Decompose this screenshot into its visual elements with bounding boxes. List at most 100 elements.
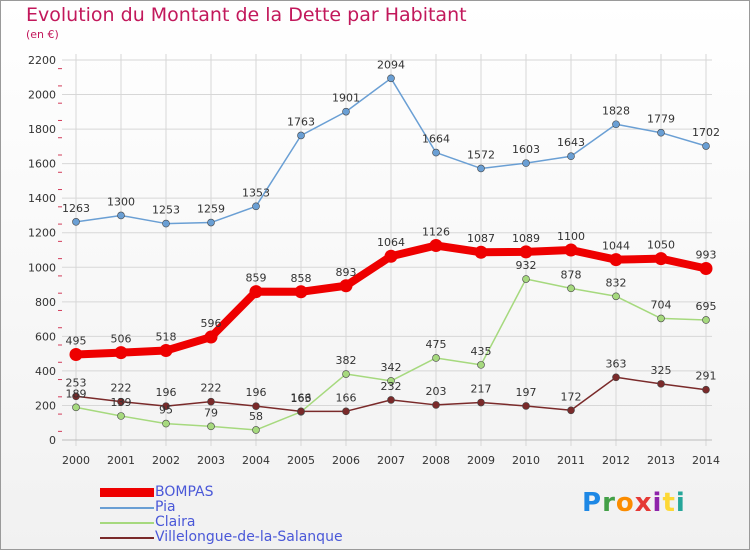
x-tick-label: 2008 [422, 454, 450, 467]
data-label-pia: 1253 [152, 204, 180, 217]
x-tick-label: 2001 [107, 454, 135, 467]
data-point-villelongue [612, 373, 620, 382]
data-label-villelongue: 222 [201, 382, 222, 395]
data-label-pia: 2094 [377, 58, 405, 71]
x-tick-label: 2011 [557, 454, 585, 467]
logo-letter: x [634, 488, 653, 518]
y-tick-label: 200 [35, 399, 56, 412]
data-label-pia: 1263 [62, 202, 90, 215]
legend-label-villelongue: Villelongue-de-la-Salanque [155, 529, 343, 545]
data-label-pia: 1603 [512, 143, 540, 156]
data-point-claira [72, 403, 80, 412]
data-point-villelongue [72, 392, 80, 401]
chart-subtitle: (en €) [26, 28, 59, 41]
legend-swatch-claira [100, 522, 154, 524]
chart-title: Evolution du Montant de la Dette par Hab… [26, 4, 467, 26]
data-point-claira [387, 377, 395, 385]
y-tick-label: 0 [49, 434, 56, 447]
y-tick-label: 1200 [28, 227, 56, 240]
data-label-claira: 139 [111, 396, 132, 409]
y-tick-label: 2200 [28, 54, 56, 67]
x-tick-label: 2013 [647, 454, 675, 467]
data-point-villelongue [522, 402, 530, 410]
y-tick-label: 600 [35, 330, 56, 343]
data-label-pia: 1828 [602, 104, 630, 117]
legend-swatch-villelongue [100, 537, 154, 539]
x-tick-label: 2009 [467, 454, 495, 467]
x-tick-label: 2007 [377, 454, 405, 467]
data-label-bompas: 1087 [467, 232, 495, 245]
data-point-bompas [474, 245, 488, 259]
data-point-bompas [114, 346, 128, 360]
data-point-villelongue [702, 385, 710, 394]
data-point-claira [432, 354, 440, 362]
legend-label-pia: Pia [155, 499, 176, 515]
data-point-villelongue [162, 402, 170, 410]
data-label-claira: 435 [471, 345, 492, 358]
data-point-claira [522, 275, 530, 283]
data-label-villelongue: 253 [66, 376, 87, 389]
data-point-claira [342, 370, 350, 378]
data-label-pia: 1763 [287, 115, 315, 128]
data-point-claira [477, 361, 485, 369]
data-point-pia [522, 159, 530, 167]
logo-letter: i [652, 488, 663, 518]
data-label-villelongue: 217 [471, 383, 492, 396]
data-point-villelongue [477, 398, 485, 407]
data-label-pia: 1259 [197, 203, 225, 216]
data-label-bompas: 1050 [647, 239, 675, 252]
data-point-villelongue [342, 407, 350, 416]
x-tick-label: 2012 [602, 454, 630, 467]
data-label-villelongue: 196 [246, 386, 267, 399]
data-label-bompas: 1044 [602, 240, 630, 253]
data-point-bompas [609, 253, 623, 267]
logo-letter: t [662, 488, 676, 518]
data-label-pia: 1901 [332, 92, 360, 105]
data-point-bompas [519, 245, 533, 259]
data-label-bompas: 893 [336, 266, 357, 279]
x-tick-label: 2006 [332, 454, 360, 467]
data-label-bompas: 1064 [377, 236, 405, 249]
data-label-claira: 932 [516, 259, 537, 272]
x-tick-label: 2000 [62, 454, 90, 467]
data-label-villelongue: 166 [336, 391, 357, 404]
legend-swatch-pia [100, 507, 154, 509]
data-point-bompas [384, 249, 398, 263]
data-label-claira: 475 [426, 338, 447, 351]
data-label-villelongue: 172 [561, 390, 582, 403]
data-label-claira: 342 [381, 361, 402, 374]
data-point-bompas [699, 261, 713, 275]
data-point-villelongue [432, 401, 440, 409]
data-point-pia [207, 218, 215, 227]
logo-letter: P [582, 488, 603, 518]
data-label-bompas: 1100 [557, 230, 585, 243]
y-tick-label: 2000 [28, 89, 56, 102]
data-point-pia [387, 74, 395, 83]
data-label-pia: 1353 [242, 186, 270, 199]
data-point-bompas [159, 344, 173, 358]
data-point-pia [477, 164, 485, 173]
x-tick-label: 2014 [692, 454, 720, 467]
data-point-claira [702, 316, 710, 324]
data-label-villelongue: 166 [291, 391, 312, 404]
data-point-pia [297, 131, 305, 140]
data-label-villelongue: 196 [156, 386, 177, 399]
data-label-pia: 1300 [107, 195, 135, 208]
data-label-bompas: 596 [201, 317, 222, 330]
data-label-claira: 163 [291, 392, 312, 405]
data-point-bompas [249, 285, 263, 299]
data-label-bompas: 858 [291, 272, 312, 285]
x-tick-label: 2005 [287, 454, 315, 467]
data-label-bompas: 859 [246, 272, 267, 285]
data-label-bompas: 518 [156, 331, 177, 344]
logo-letter: i [675, 488, 686, 518]
data-label-pia: 1643 [557, 136, 585, 149]
data-label-villelongue: 325 [651, 364, 672, 377]
data-point-bompas [339, 279, 353, 293]
data-point-bompas [69, 348, 83, 361]
data-label-villelongue: 203 [426, 385, 447, 398]
data-label-pia: 1779 [647, 113, 675, 126]
data-point-villelongue [297, 407, 305, 416]
legend-swatch-bompas [100, 488, 154, 497]
